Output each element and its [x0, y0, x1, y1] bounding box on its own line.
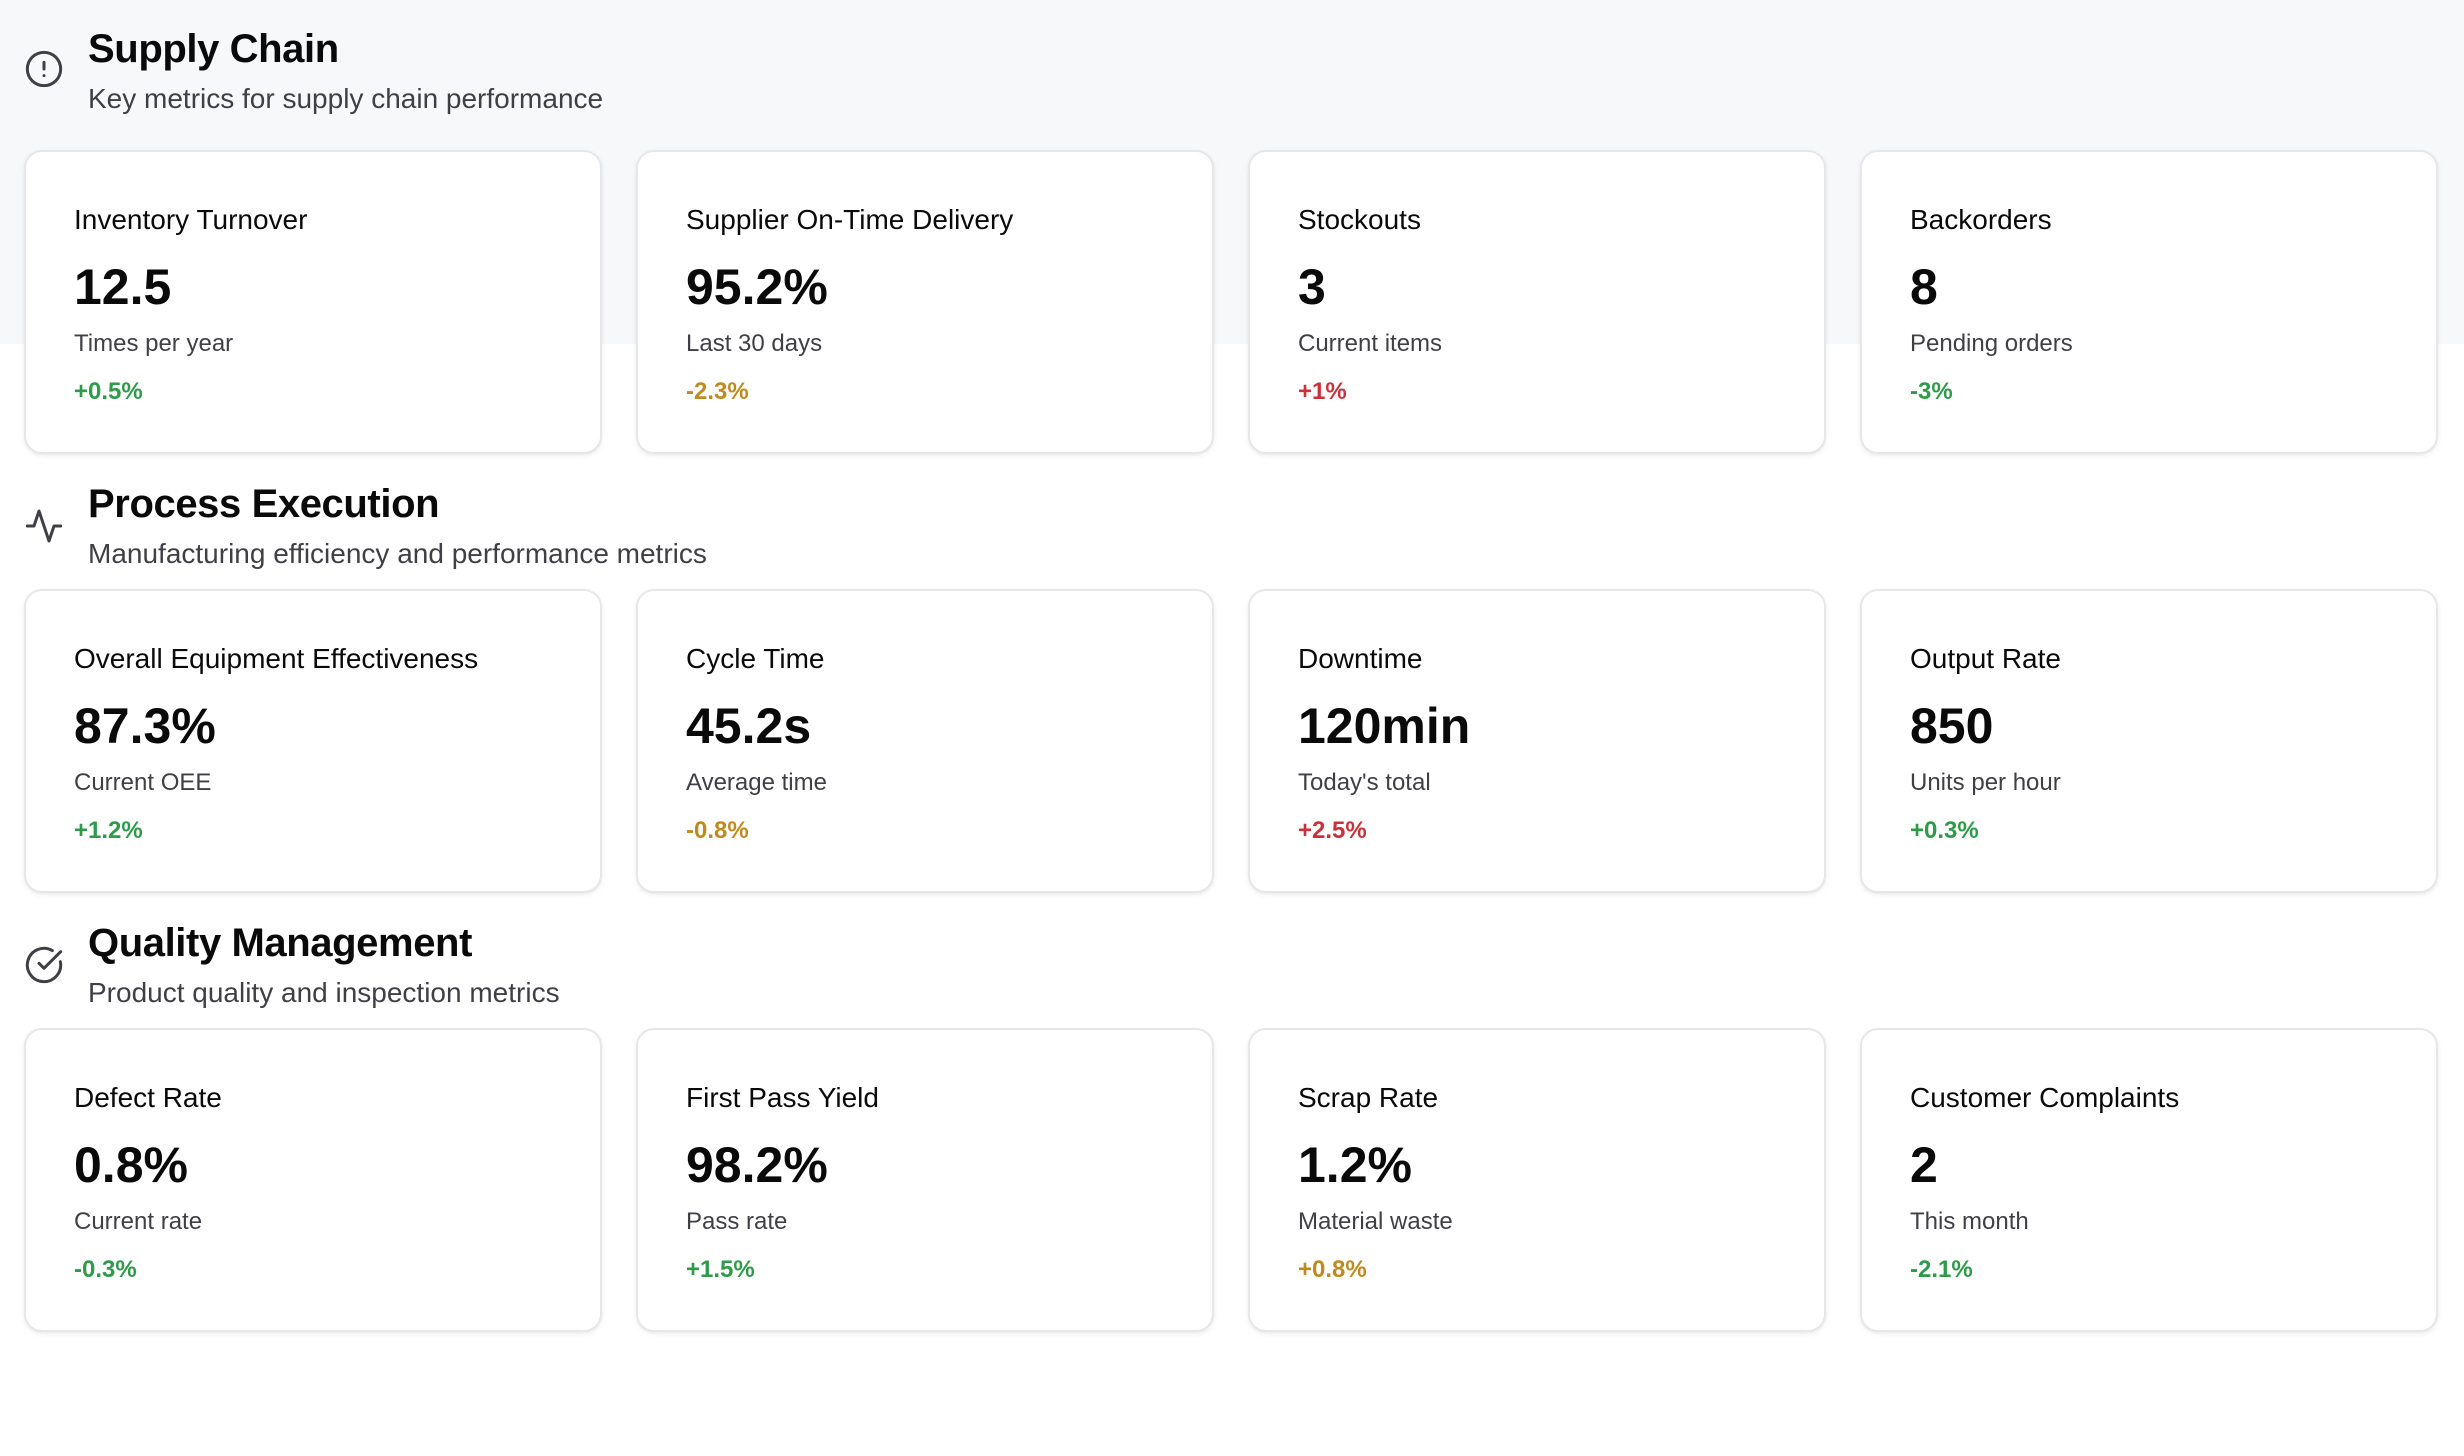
section-process-execution: Process Execution Manufacturing efficien…	[24, 454, 2440, 893]
card-caption: Last 30 days	[686, 330, 823, 357]
card-title: Cycle Time	[686, 643, 825, 674]
check-circle-icon	[24, 945, 64, 985]
card-change: +1.2%	[74, 817, 143, 844]
card-title: Downtime	[1298, 643, 1423, 674]
card-value: 8	[1910, 259, 1938, 315]
card-change: -3%	[1910, 378, 1953, 405]
alert-circle-icon	[24, 49, 64, 89]
metric-card-downtime[interactable]: Downtime 120min Today's total +2.5%	[1248, 589, 1826, 893]
metric-cards: Inventory Turnover 12.5 Times per year +…	[24, 150, 2440, 454]
section-supply-chain: Supply Chain Key metrics for supply chai…	[24, 0, 2440, 454]
metric-card-defect-rate[interactable]: Defect Rate 0.8% Current rate -0.3%	[24, 1028, 602, 1332]
card-title: Customer Complaints	[1910, 1082, 2180, 1113]
card-caption: Times per year	[74, 330, 234, 357]
card-value: 12.5	[74, 259, 172, 315]
card-title: Output Rate	[1910, 643, 2061, 674]
section-subtitle: Key metrics for supply chain performance	[88, 83, 604, 114]
card-change: +0.5%	[74, 378, 143, 405]
card-caption: Current OEE	[74, 769, 212, 796]
card-change: +1%	[1298, 378, 1347, 405]
card-value: 2	[1910, 1137, 1938, 1193]
card-title: Scrap Rate	[1298, 1082, 1439, 1113]
card-title: First Pass Yield	[686, 1082, 879, 1113]
card-caption: Pass rate	[686, 1208, 788, 1235]
card-caption: Today's total	[1298, 769, 1431, 796]
card-value: 1.2%	[1298, 1137, 1412, 1193]
metric-card-stockouts[interactable]: Stockouts 3 Current items +1%	[1248, 150, 1826, 454]
section-title: Process Execution	[88, 482, 440, 526]
card-change: -0.3%	[74, 1256, 137, 1283]
metric-card-first-pass-yield[interactable]: First Pass Yield 98.2% Pass rate +1.5%	[636, 1028, 1214, 1332]
metric-card-customer-complaints[interactable]: Customer Complaints 2 This month -2.1%	[1860, 1028, 2438, 1332]
card-change: -2.3%	[686, 378, 749, 405]
card-title: Backorders	[1910, 204, 2052, 235]
metric-card-backorders[interactable]: Backorders 8 Pending orders -3%	[1860, 150, 2438, 454]
activity-icon	[24, 506, 64, 546]
card-caption: Current rate	[74, 1208, 203, 1235]
card-value: 120min	[1298, 698, 1471, 754]
card-title: Supplier On-Time Delivery	[686, 204, 1014, 235]
card-title: Inventory Turnover	[74, 204, 308, 235]
card-change: +0.8%	[1298, 1256, 1367, 1283]
card-value: 98.2%	[686, 1137, 828, 1193]
card-value: 87.3%	[74, 698, 216, 754]
metric-cards: Defect Rate 0.8% Current rate -0.3% Firs…	[24, 1028, 2440, 1332]
card-caption: Current items	[1298, 330, 1443, 357]
section-header: Quality Management Product quality and i…	[24, 893, 2440, 1074]
card-title: Stockouts	[1298, 204, 1421, 235]
card-change: +0.3%	[1910, 817, 1979, 844]
metric-card-inventory-turnover[interactable]: Inventory Turnover 12.5 Times per year +…	[24, 150, 602, 454]
metric-card-scrap-rate[interactable]: Scrap Rate 1.2% Material waste +0.8%	[1248, 1028, 1826, 1332]
card-change: -2.1%	[1910, 1256, 1973, 1283]
metric-card-supplier-on-time-delivery[interactable]: Supplier On-Time Delivery 95.2% Last 30 …	[636, 150, 1214, 454]
card-caption: Units per hour	[1910, 769, 2061, 796]
metric-cards: Overall Equipment Effectiveness 87.3% Cu…	[24, 589, 2440, 893]
card-caption: Average time	[686, 769, 827, 796]
card-title: Overall Equipment Effectiveness	[74, 643, 479, 674]
card-value: 95.2%	[686, 259, 828, 315]
card-change: +2.5%	[1298, 817, 1367, 844]
card-caption: Material waste	[1298, 1208, 1453, 1235]
section-title: Supply Chain	[88, 27, 339, 71]
metric-card-output-rate[interactable]: Output Rate 850 Units per hour +0.3%	[1860, 589, 2438, 893]
section-header: Process Execution Manufacturing efficien…	[24, 454, 2440, 635]
dashboard: Supply Chain Key metrics for supply chai…	[24, 0, 2440, 1332]
metric-card-cycle-time[interactable]: Cycle Time 45.2s Average time -0.8%	[636, 589, 1214, 893]
card-change: -0.8%	[686, 817, 749, 844]
card-value: 850	[1910, 698, 1994, 754]
section-subtitle: Manufacturing efficiency and performance…	[88, 538, 707, 569]
card-value: 0.8%	[74, 1137, 188, 1193]
card-title: Defect Rate	[74, 1082, 222, 1113]
section-subtitle: Product quality and inspection metrics	[88, 977, 560, 1008]
card-caption: This month	[1910, 1208, 2029, 1235]
section-header: Supply Chain Key metrics for supply chai…	[24, 0, 2440, 150]
metric-card-overall-equipment-effectiveness[interactable]: Overall Equipment Effectiveness 87.3% Cu…	[24, 589, 602, 893]
card-change: +1.5%	[686, 1256, 755, 1283]
card-caption: Pending orders	[1910, 330, 2073, 357]
section-quality-management: Quality Management Product quality and i…	[24, 893, 2440, 1332]
section-title: Quality Management	[88, 921, 472, 965]
card-value: 3	[1298, 259, 1326, 315]
card-value: 45.2s	[686, 698, 812, 754]
